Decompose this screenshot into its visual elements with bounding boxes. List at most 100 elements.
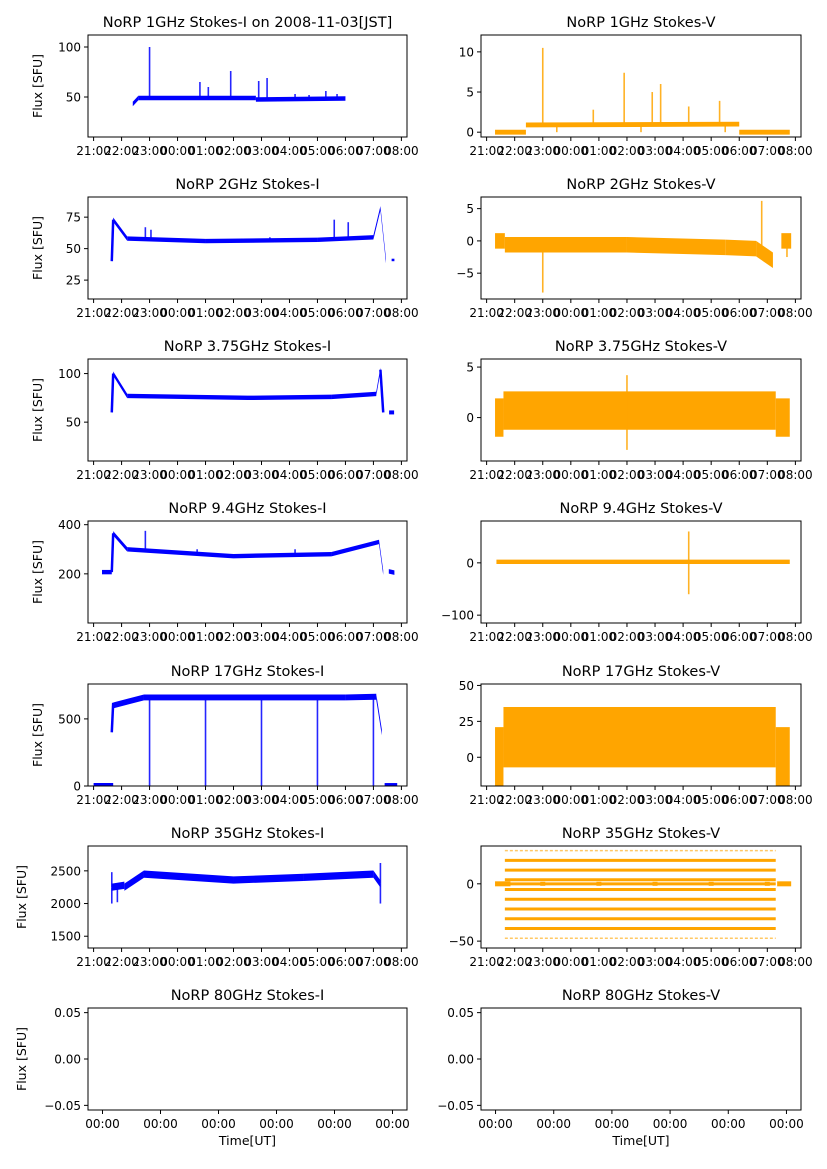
- x-tick-label: 03:00: [244, 955, 279, 969]
- y-axis-label: Flux [SFU]: [30, 540, 45, 604]
- axes-frame: [87, 358, 408, 462]
- x-tick-label: 04:00: [272, 793, 307, 807]
- x-tick-label: 22:00: [104, 468, 139, 482]
- x-tick-label: 08:00: [778, 468, 813, 482]
- y-tick-label: 200: [58, 567, 81, 581]
- plot-area: [495, 849, 792, 940]
- subplot-p5v: 0 25 50 21:0022:0023:0000:0001:0002:0003:00…: [459, 664, 813, 807]
- subplot-title: NoRP 3.75GHz Stokes-V: [555, 339, 727, 355]
- x-tick-label: 06:00: [328, 468, 363, 482]
- y-tick-label: 2500: [50, 864, 81, 878]
- x-tick-label: 23:00: [525, 955, 560, 969]
- x-tick-label: 05:00: [694, 468, 729, 482]
- data-segment: [127, 393, 248, 401]
- x-tick-label: 05:00: [694, 630, 729, 644]
- y-tick-label: 50: [459, 679, 474, 693]
- subplot-p7i: −0.05 0.00 0.05 00:00 00:00 00:00 00:00 00:00 00…: [14, 988, 410, 1148]
- plot-area: [110, 206, 395, 264]
- x-tick-label: 21:00: [76, 955, 111, 969]
- axes-frame: [87, 683, 408, 787]
- data-segment: [127, 547, 234, 559]
- x-tick-label: 03:00: [244, 630, 279, 644]
- x-tick-label: 00:00: [554, 144, 589, 158]
- x-tick-label: 04:00: [272, 306, 307, 320]
- data-segment: [113, 371, 128, 399]
- x-tick-label: 21:00: [76, 306, 111, 320]
- subplot-title: NoRP 2GHz Stokes-I: [175, 177, 319, 193]
- data-segment: [775, 398, 790, 437]
- y-tick-label: 50: [66, 242, 81, 256]
- data-point: [389, 410, 395, 415]
- x-tick-label: 07:00: [356, 955, 391, 969]
- subplot-title: NoRP 9.4GHz Stokes-I: [168, 501, 326, 517]
- data-segment: [626, 237, 726, 256]
- x-tick-label: 02:00: [610, 630, 645, 644]
- data-segment: [345, 693, 377, 701]
- x-tick-label: 21:00: [469, 306, 504, 320]
- subplot-p4i: 200 400 21:0022:0023:0000:0001:0002:0003:0…: [30, 501, 419, 644]
- y-tick-label: 0: [466, 234, 474, 248]
- x-tick-label: 23:00: [132, 144, 167, 158]
- x-tick-label: 21:00: [76, 144, 111, 158]
- x-tick-label: 21:00: [469, 468, 504, 482]
- data-segment: [373, 870, 381, 888]
- x-tick-label: 00:00: [595, 1117, 630, 1131]
- subplot-p4v: −100 0 21:0022:0023:0000:0001:0002:0003:00…: [441, 501, 813, 644]
- x-tick-label: 07:00: [356, 306, 391, 320]
- x-tick-label: 07:00: [750, 144, 785, 158]
- axes-frame: [480, 520, 802, 624]
- x-tick-label: 03:00: [244, 306, 279, 320]
- x-tick-label: 23:00: [132, 468, 167, 482]
- x-tick-label: 01:00: [582, 793, 617, 807]
- x-tick-label: 06:00: [722, 144, 757, 158]
- x-tick-label: 05:00: [300, 468, 335, 482]
- x-tick-label: 03:00: [244, 793, 279, 807]
- y-tick-label: 0: [466, 877, 474, 891]
- data-segment: [233, 873, 304, 884]
- y-tick-label: 5: [466, 202, 474, 216]
- x-tick-label: 05:00: [694, 306, 729, 320]
- data-segment: [205, 237, 318, 244]
- data-segment: [380, 206, 387, 264]
- x-tick-label: 07:00: [750, 468, 785, 482]
- data-segment: [777, 881, 792, 887]
- x-tick-label: 08:00: [384, 468, 419, 482]
- data-segment: [379, 539, 384, 575]
- data-segment: [495, 233, 505, 249]
- y-tick-label: 0.05: [447, 1006, 474, 1020]
- x-tick-label: 00:00: [160, 306, 195, 320]
- axes-frame: [87, 34, 408, 138]
- x-tick-label: 23:00: [525, 144, 560, 158]
- x-tick-label: 08:00: [778, 306, 813, 320]
- x-tick-label: 03:00: [638, 793, 673, 807]
- data-point: [764, 881, 770, 886]
- x-tick-label: 06:00: [722, 955, 757, 969]
- x-axis-label: Time[UT]: [218, 1133, 276, 1148]
- y-tick-label: 0: [466, 751, 474, 765]
- subplot-p2i: 25 50 75 21:0022:0023:0000:0001:0002:0003:0…: [30, 177, 419, 320]
- x-tick-label: 23:00: [132, 793, 167, 807]
- y-tick-label: 50: [66, 416, 81, 430]
- y-tick-label: 0.00: [447, 1053, 474, 1067]
- y-tick-label: −50: [449, 935, 474, 949]
- x-tick-label: 00:00: [711, 1117, 746, 1131]
- x-tick-label: 22:00: [497, 793, 532, 807]
- y-tick-label: 100: [58, 367, 81, 381]
- x-tick-label: 00:00: [160, 793, 195, 807]
- subplot-title: NoRP 2GHz Stokes-V: [566, 177, 715, 193]
- x-tick-label: 00:00: [259, 1117, 294, 1131]
- data-segment: [775, 727, 790, 786]
- x-tick-label: 00:00: [554, 955, 589, 969]
- x-tick-label: 04:00: [666, 793, 701, 807]
- plot-area: [101, 530, 395, 575]
- x-tick-label: 05:00: [300, 144, 335, 158]
- x-tick-label: 06:00: [722, 468, 757, 482]
- x-tick-label: 00:00: [769, 1117, 804, 1131]
- subplot-title: NoRP 80GHz Stokes-I: [171, 988, 325, 1004]
- x-tick-label: 02:00: [610, 955, 645, 969]
- x-tick-label: 23:00: [132, 306, 167, 320]
- y-tick-label: −5: [456, 267, 474, 281]
- x-tick-label: 08:00: [778, 793, 813, 807]
- subplot-p3v: 0 5 21:0022:0023:0000:0001:0002:0003:0004:…: [466, 339, 812, 482]
